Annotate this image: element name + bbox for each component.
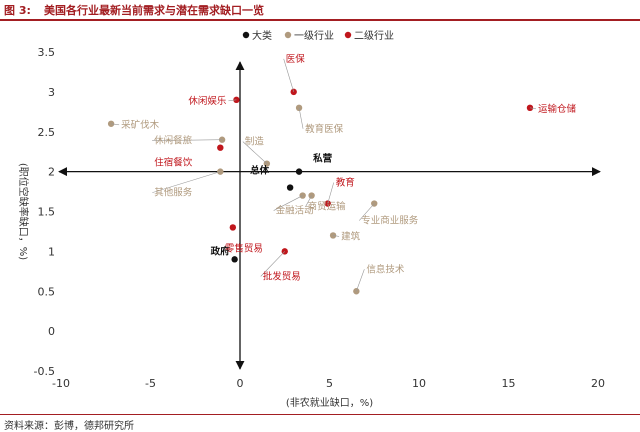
leader-line xyxy=(305,195,312,207)
data-label: 运输仓储 xyxy=(538,103,577,115)
data-label: 总体 xyxy=(250,165,270,177)
legend-label: 大类 xyxy=(252,29,272,42)
legend-marker xyxy=(242,31,250,39)
legend-label: 一级行业 xyxy=(294,29,334,42)
data-label: 制造 xyxy=(245,136,265,148)
x-tick-label: 0 xyxy=(237,377,244,390)
figure-title-bar: 图 3: 美国各行业最新当前需求与潜在需求缺口一览 xyxy=(0,0,640,20)
x-tick-label: 15 xyxy=(502,377,516,390)
data-label: 休闲娱乐 xyxy=(188,95,227,107)
data-point xyxy=(286,184,294,191)
data-label: 建筑 xyxy=(341,230,361,242)
x-tick-label: -10 xyxy=(52,377,70,390)
leader-line xyxy=(298,107,304,129)
data-label: 休闲餐旅 xyxy=(154,135,193,147)
x-tick-label: 10 xyxy=(412,377,426,390)
data-point xyxy=(329,232,337,239)
leader-line xyxy=(356,269,365,292)
data-label: 教育 xyxy=(336,177,355,189)
leader-line xyxy=(228,99,237,102)
leader-line xyxy=(273,195,303,211)
data-point xyxy=(231,256,238,263)
y-tick-label: 1 xyxy=(48,245,55,258)
x-tick-label: 20 xyxy=(591,377,605,390)
leader-line xyxy=(333,235,340,237)
data-label: 专业商业服务 xyxy=(361,215,419,227)
data-point xyxy=(353,288,360,295)
data-label: 住宿餐饮 xyxy=(154,157,193,169)
data-label: 其他服务 xyxy=(154,187,193,199)
leader-line xyxy=(359,203,375,221)
footer-rule xyxy=(0,414,640,415)
y-tick-label: 0 xyxy=(48,325,55,338)
leader-line xyxy=(283,58,294,92)
data-label: 政府 xyxy=(211,245,231,257)
data-label: 信息技术 xyxy=(366,263,405,275)
source-note: 资料来源：彭博，德邦研究所 xyxy=(4,421,134,432)
leader-line xyxy=(529,107,537,110)
y-tick-label: 1.5 xyxy=(38,206,56,219)
leader-line xyxy=(260,251,285,277)
data-label: 教育医保 xyxy=(305,123,344,135)
y-tick-label: 3 xyxy=(48,86,55,99)
leader-line xyxy=(327,182,334,204)
leader-line xyxy=(111,123,120,126)
legend: 大类 一级行业 二级行业 xyxy=(242,29,394,42)
figure-number: 图 3: xyxy=(4,4,31,17)
data-point xyxy=(295,168,303,175)
data-label: 批发贸易 xyxy=(263,270,301,282)
data-label: 零售贸易 xyxy=(225,242,263,254)
scatter-chart: -10 -5 0 5 10 15 20 -0.5 0 0.5 1 1.5 2 2.5 3 3.5 (非农就业缺口… xyxy=(17,29,605,409)
x-axis-title: (非农就业缺口，%) xyxy=(286,396,373,409)
data-point xyxy=(229,224,237,231)
y-tick-label: 2.5 xyxy=(38,126,56,139)
y-tick-label: -0.5 xyxy=(34,365,55,378)
y-tick-label: 3.5 xyxy=(38,46,56,59)
axes-layer: -10 -5 0 5 10 15 20 -0.5 0 0.5 1 1.5 2 2.5 3 3.5 (非农就业缺口… xyxy=(17,46,605,409)
y-tick-label: 2 xyxy=(48,166,55,179)
y-axis-title: (职位空缺率缺口，%) xyxy=(17,163,30,260)
legend-marker xyxy=(344,31,352,39)
legend-marker xyxy=(284,31,292,39)
legend-label: 二级行业 xyxy=(354,29,394,42)
data-label: 私营 xyxy=(312,153,333,165)
data-point xyxy=(324,200,331,207)
title-rule xyxy=(0,19,640,21)
data-label: 商贸运输 xyxy=(308,201,347,213)
leader-line xyxy=(152,171,221,193)
data-label: 采矿伐木 xyxy=(121,119,160,131)
x-tick-label: -5 xyxy=(145,377,156,390)
data-point xyxy=(217,144,224,151)
data-label: 医保 xyxy=(286,53,306,65)
data-label: 金融活动 xyxy=(276,205,314,217)
x-tick-label: 5 xyxy=(326,377,333,390)
leader-line xyxy=(152,139,223,142)
leader-line xyxy=(242,141,268,164)
y-tick-label: 0.5 xyxy=(38,285,56,298)
figure-title: 美国各行业最新当前需求与潜在需求缺口一览 xyxy=(44,4,264,17)
